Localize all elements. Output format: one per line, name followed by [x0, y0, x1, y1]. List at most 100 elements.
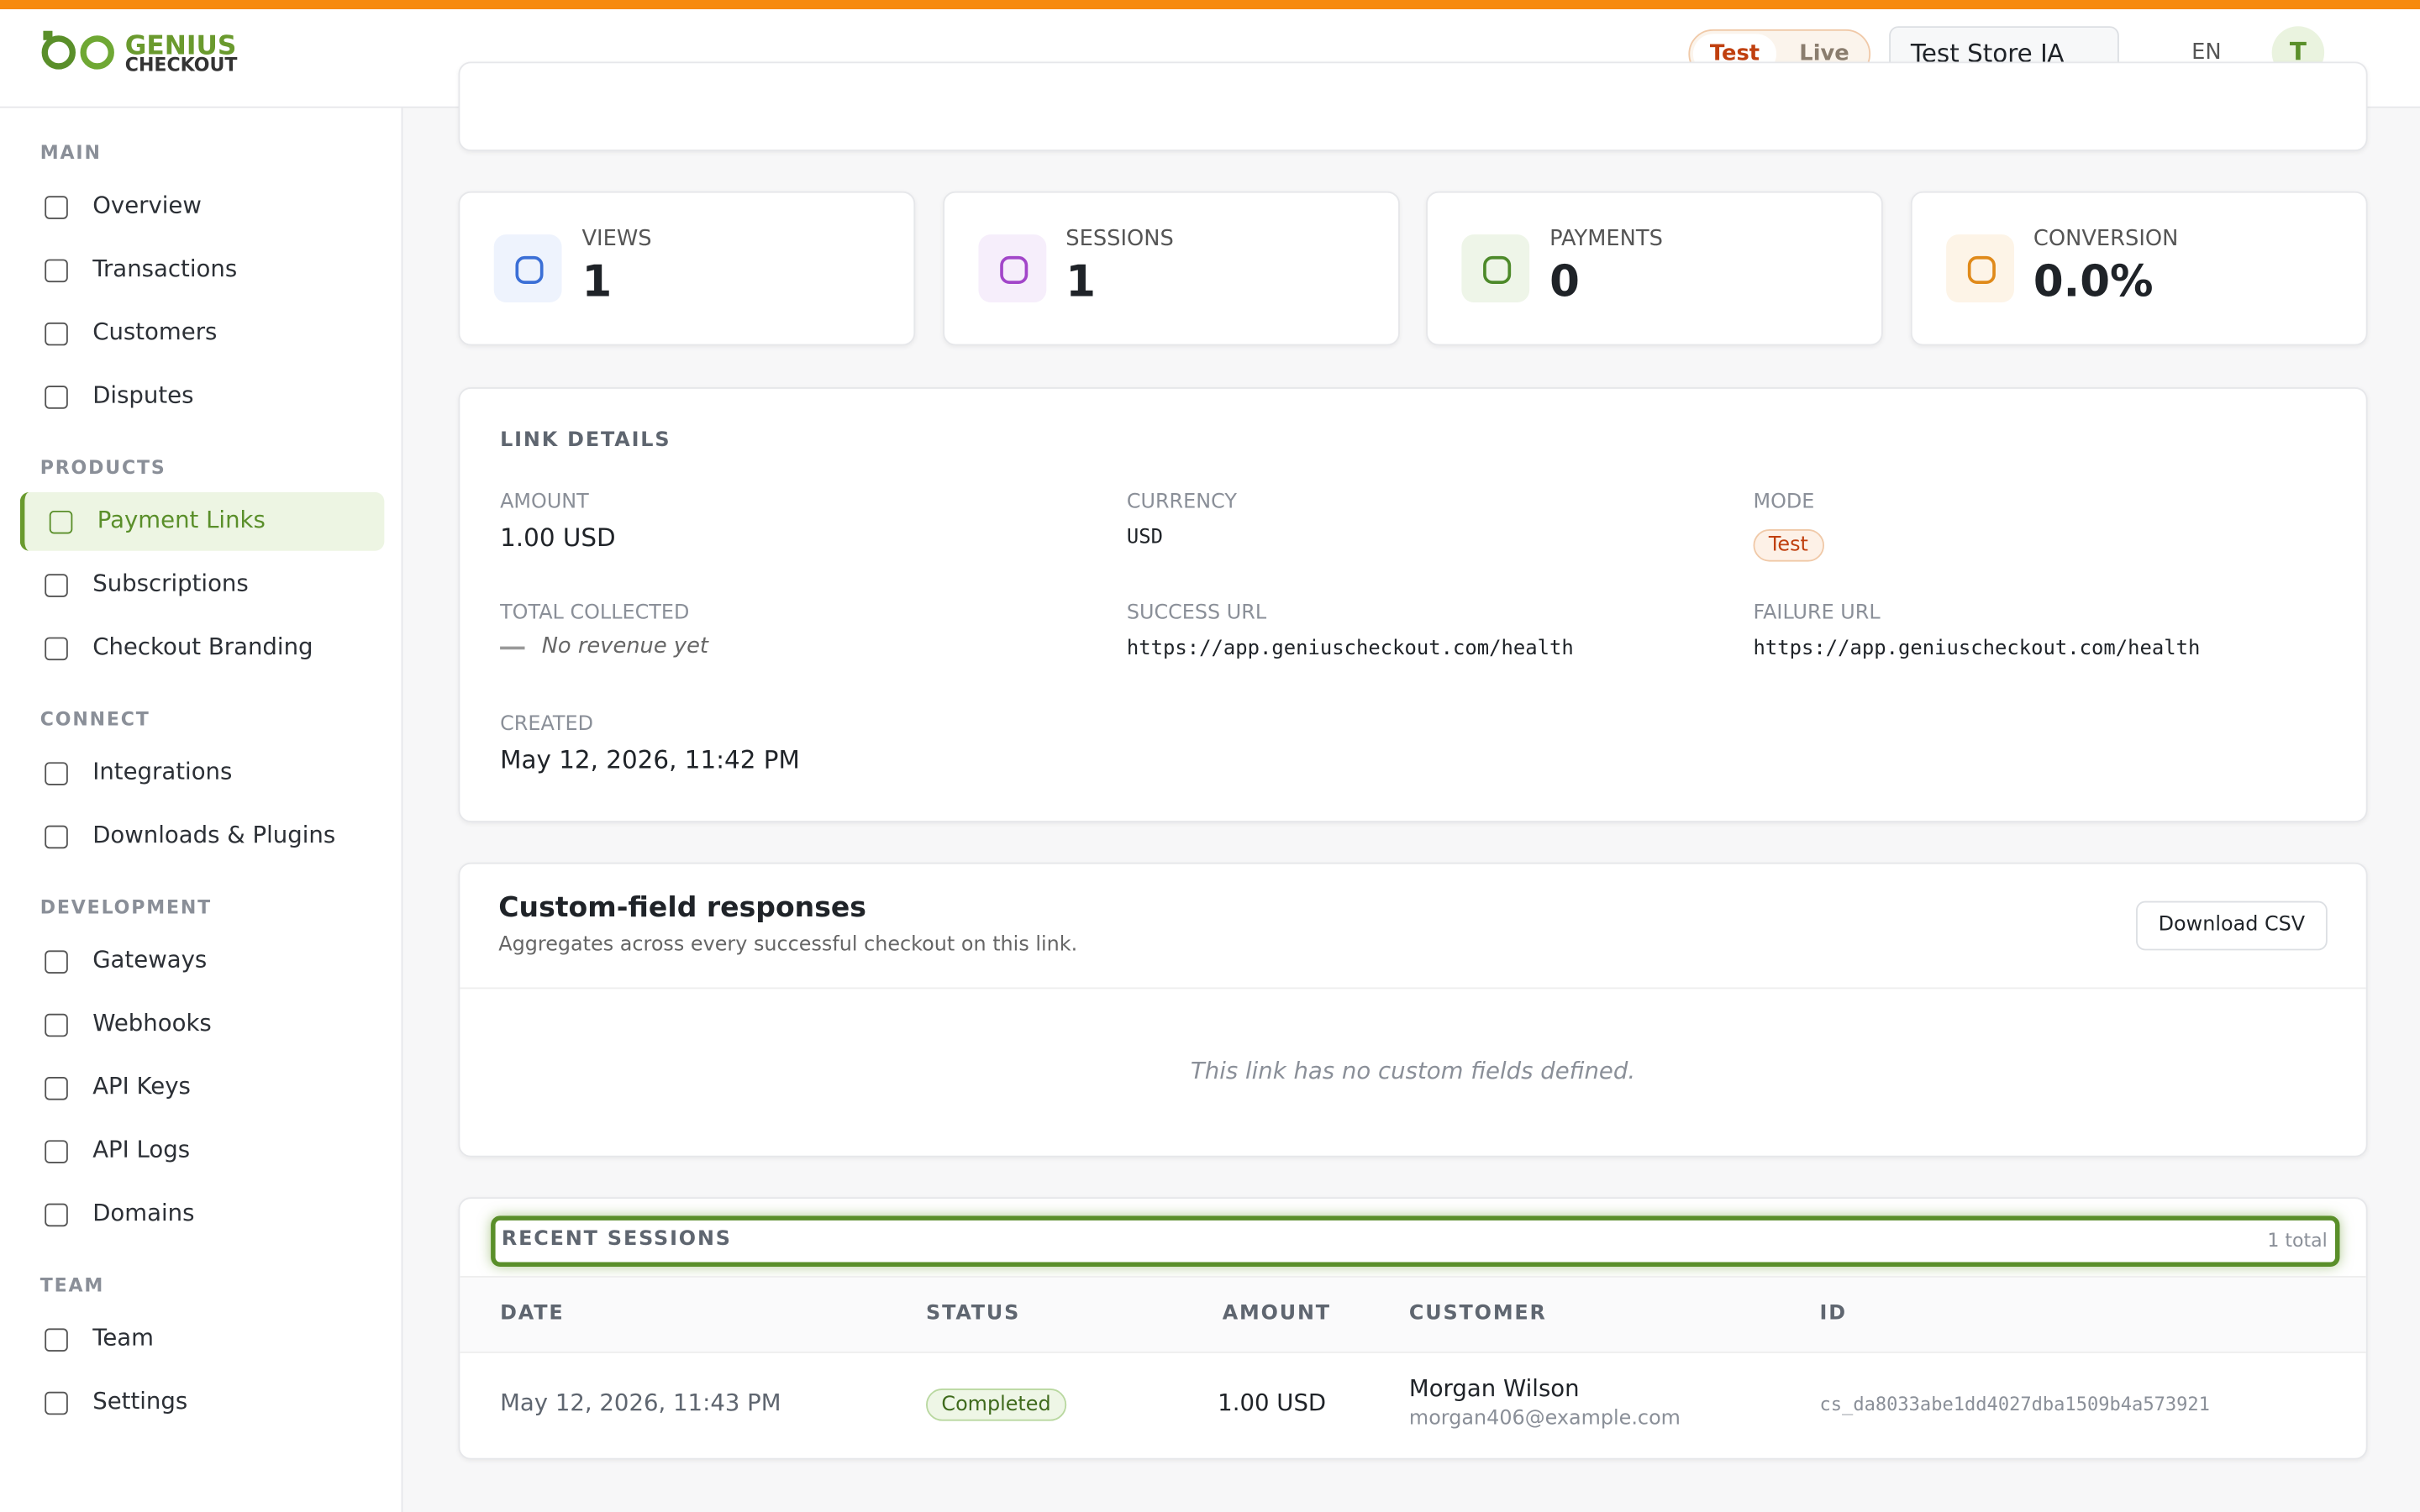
stat-value: 0 [1549, 255, 1580, 307]
nav-icon [45, 1013, 68, 1037]
top-bar [0, 0, 2420, 10]
logo-bottom: CHECKOUT [124, 54, 238, 76]
nav-label: Payment Links [97, 506, 266, 534]
sidebar: MAIN Overview Transactions Customers Dispute… [0, 108, 403, 1512]
logo-top: GENIUS [124, 30, 237, 62]
nav-item[interactable]: Settings [20, 1373, 380, 1432]
table-head [460, 1275, 2366, 1353]
language[interactable]: EN [2191, 39, 2222, 66]
field-value: May 12, 2026, 11:42 PM [500, 745, 800, 775]
nav-item[interactable]: Disputes [20, 367, 380, 426]
session-date: May 12, 2026, 11:43 PM [500, 1389, 781, 1417]
field-value: https://app.geniuscheckout.com/health [1126, 637, 1574, 661]
nav-item[interactable]: Team [20, 1310, 380, 1368]
field-value: USD [1126, 526, 1163, 549]
stat-card: SESSIONS 1 [942, 191, 1399, 346]
nav-item[interactable]: API Keys [20, 1058, 380, 1117]
card-title: Custom-field responses [498, 891, 866, 925]
nav-icon [45, 574, 68, 597]
field-label: FAILURE URL [1753, 601, 1881, 625]
status-badge: Completed [926, 1389, 1067, 1421]
nav-icon [45, 637, 68, 661]
nav-label: Team [92, 1323, 155, 1352]
stat-card: CONVERSION 0.0% [1909, 191, 2367, 346]
session-id: cs_da8033abe1dd4027dba1509b4a573921 [1819, 1393, 2210, 1415]
mode-badge: Test [1753, 528, 1824, 562]
card-subtitle: Aggregates across every successful check… [498, 933, 1078, 957]
link-details-card: LINK DETAILS AMOUNT 1.00 USD CURRENCY USD MOD… [458, 387, 2368, 822]
nav-item[interactable]: Webhooks [20, 995, 380, 1054]
customer-name: Morgan Wilson [1408, 1374, 1580, 1403]
column-header: STATUS [926, 1302, 1021, 1326]
nav-label: API Keys [92, 1072, 191, 1100]
stat-icon [977, 234, 1046, 302]
nav-item[interactable]: Downloads & Plugins [20, 807, 380, 866]
stat-glyph [1483, 255, 1512, 284]
nav-label: Disputes [92, 381, 194, 409]
nav-icon [45, 950, 68, 974]
custom-fields-card: Custom-field responses Aggregates across … [458, 862, 2368, 1158]
section-title: TEAM [39, 1274, 105, 1296]
nav-icon [45, 762, 68, 785]
sessions-title: RECENT SESSIONS [501, 1228, 732, 1252]
nav-icon [45, 1077, 68, 1100]
stat-label: PAYMENTS [1549, 226, 1663, 252]
divider [460, 987, 2366, 990]
column-header: ID [1819, 1302, 1847, 1326]
nav-label: Overview [92, 191, 202, 219]
nav-item[interactable]: Subscriptions [20, 555, 380, 614]
stat-label: CONVERSION [2033, 226, 2179, 252]
stat-icon [493, 234, 562, 302]
nav-icon [45, 196, 68, 219]
field-label: CURRENCY [1126, 491, 1237, 514]
nav-label: Domains [92, 1199, 195, 1227]
nav-icon [45, 825, 68, 849]
nav-icon [45, 1328, 68, 1352]
logo-icon [41, 30, 114, 70]
nav-icon [45, 1140, 68, 1163]
field-label: SUCCESS URL [1126, 601, 1267, 625]
section-title: MAIN [39, 141, 102, 164]
column-header: DATE [500, 1302, 565, 1326]
stat-value: 0.0% [2033, 255, 2154, 307]
nav-label: Customers [92, 318, 218, 346]
nav-label: Integrations [92, 757, 233, 785]
stat-card: PAYMENTS 0 [1426, 191, 1883, 346]
stat-label: VIEWS [581, 226, 652, 252]
section-title: PRODUCTS [39, 456, 166, 479]
dash [500, 646, 525, 650]
nav-item[interactable]: Integrations [20, 743, 380, 802]
stat-glyph [515, 255, 544, 284]
field-label: AMOUNT [500, 491, 589, 514]
field-value: https://app.geniuscheckout.com/health [1753, 637, 2201, 661]
nav-label: Subscriptions [92, 569, 249, 597]
nav-label: Checkout Branding [92, 633, 313, 661]
nav-item[interactable]: API Logs [20, 1121, 380, 1180]
stat-card: VIEWS 1 [458, 191, 916, 346]
nav-icon [45, 259, 68, 283]
field-label: TOTAL COLLECTED [500, 601, 690, 625]
field-value: No revenue yet [541, 633, 708, 659]
nav-item[interactable]: Domains [20, 1185, 380, 1244]
column-header: CUSTOMER [1408, 1302, 1547, 1326]
nav-item[interactable]: Payment Links [19, 491, 385, 551]
recent-sessions-card: RECENT SESSIONS 1 total DATE STATUS AMOUNT CU… [458, 1197, 2368, 1460]
sessions-count: 1 total [2267, 1229, 2328, 1252]
section-title: DEVELOPMENT [39, 896, 213, 918]
field-label: MODE [1753, 491, 1815, 514]
nav-icon [45, 1391, 68, 1415]
nav-item[interactable]: Overview [20, 177, 380, 236]
download-csv[interactable]: Download CSV [2136, 900, 2328, 951]
empty-state: This link has no custom fields defined. [1190, 1057, 1636, 1085]
nav-item[interactable]: Checkout Branding [20, 619, 380, 678]
section-title: CONNECT [39, 708, 150, 730]
nav-label: API Logs [92, 1135, 191, 1163]
session-amount: 1.00 USD [1218, 1389, 1327, 1417]
nav-icon [49, 510, 73, 534]
nav-item[interactable]: Transactions [20, 241, 380, 300]
nav-item[interactable]: Gateways [20, 932, 380, 990]
nav-item[interactable]: Customers [20, 304, 380, 363]
stat-value: 1 [1065, 255, 1097, 307]
